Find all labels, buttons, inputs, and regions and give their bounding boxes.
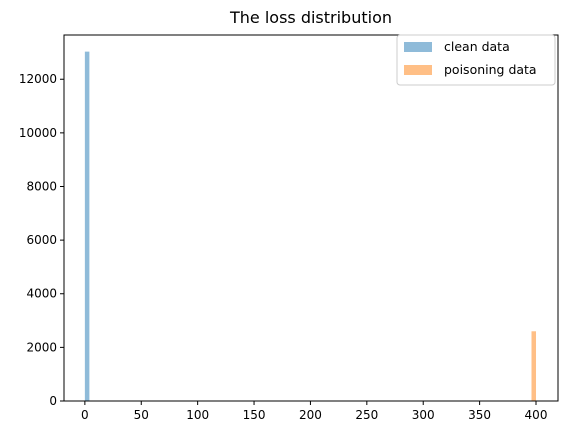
bar-clean-data-0 <box>84 51 90 401</box>
y-tick-label: 12000 <box>19 72 57 86</box>
x-tick-label: 300 <box>412 408 435 422</box>
y-tick-label: 0 <box>49 394 57 408</box>
plot-frame <box>63 34 559 402</box>
y-axis: 0 2000 4000 6000 8000 10000 12000 <box>19 72 64 408</box>
x-tick-label: 250 <box>355 408 378 422</box>
y-tick-label: 10000 <box>19 126 57 140</box>
x-tick-label: 150 <box>243 408 266 422</box>
bars-layer <box>84 51 537 401</box>
y-tick-label: 2000 <box>26 340 57 354</box>
x-tick-label: 400 <box>525 408 548 422</box>
y-tick-label: 4000 <box>26 287 57 301</box>
legend-swatch-poisoning-data <box>404 65 432 75</box>
legend-swatch-clean-data <box>404 42 432 52</box>
bar-poisoning-data-0 <box>531 331 537 401</box>
x-tick-label: 0 <box>81 408 89 422</box>
x-tick-label: 100 <box>186 408 209 422</box>
x-axis: 0 50 100 150 200 250 300 350 400 <box>81 401 547 422</box>
legend-label-poisoning-data: poisoning data <box>444 62 537 77</box>
x-tick-label: 50 <box>134 408 149 422</box>
legend-box <box>396 34 556 86</box>
x-tick-label: 200 <box>299 408 322 422</box>
legend: clean data poisoning data <box>396 34 556 86</box>
chart-title: The loss distribution <box>229 8 392 27</box>
legend-label-clean-data: clean data <box>444 39 510 54</box>
y-tick-label: 8000 <box>26 179 57 193</box>
y-tick-label: 6000 <box>26 233 57 247</box>
x-tick-label: 350 <box>468 408 491 422</box>
